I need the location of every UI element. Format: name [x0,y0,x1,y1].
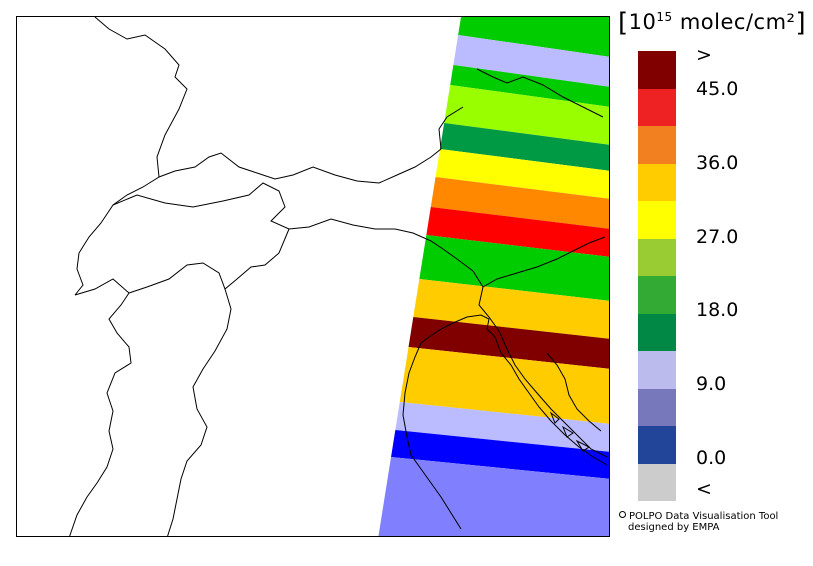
color-legend [638,51,676,501]
legend-swatch [638,238,676,276]
legend-swatch [638,126,676,164]
swath-band [435,149,609,199]
legend-tick-label: > [696,44,712,66]
legend-tick-label: 0.0 [696,447,727,469]
border-line [476,68,604,118]
swath-band [440,123,609,171]
swath-band [391,430,609,479]
legend-swatch [638,88,676,126]
swath-band [413,279,609,339]
coastline [546,352,602,432]
bracket-close: ] [795,8,807,38]
legend-tick-label: 9.0 [696,373,727,395]
legend-swatch [638,426,676,464]
island [549,411,560,424]
legend-tick-label: 18.0 [696,299,739,321]
swath-band [399,347,609,424]
swath-band [444,85,609,145]
bracket-open: [ [618,8,629,38]
swath-band [458,17,609,57]
legend-swatch [638,201,676,239]
credit-text: POLPO Data Visualisation Tool designed b… [619,511,778,533]
swath-band [378,457,609,536]
unit-base: 10 [628,10,657,34]
unit-exponent: 15 [656,10,673,24]
border-line [128,228,290,294]
coastline [402,342,462,530]
border-line [74,17,188,296]
legend-swatch [638,388,676,426]
border-line [158,106,464,184]
legend-unit-title: [1015 molec/cm²] [618,8,806,38]
unit-text: molec/cm² [672,10,796,34]
legend-tick-label: 36.0 [696,152,739,174]
swath-band [426,207,609,257]
map-canvas[interactable] [17,17,610,537]
map-frame[interactable] [16,16,610,537]
swath-band [395,402,609,452]
legend-swatch [638,313,676,351]
border-line [167,288,232,536]
legend-tick-label: 45.0 [696,78,739,100]
border-line [482,236,606,288]
island [561,425,574,438]
coastline [420,314,608,466]
credit-line-1: POLPO Data Visualisation Tool [629,511,779,522]
legend-swatch [638,351,676,389]
copyright-icon [619,511,626,518]
legend-tick-label: < [696,478,712,500]
island [575,439,590,452]
credit-line-2: designed by EMPA [628,522,720,533]
swath-band [453,35,609,87]
swath-band [419,235,609,301]
legend-swatch [638,276,676,314]
legend-swatch [638,51,676,89]
border-line [69,278,132,536]
border-line [456,258,608,458]
swath-band [430,177,609,229]
legend-swatch [638,463,676,501]
satellite-swath [378,17,609,536]
swath-band [408,317,609,369]
country-borders [69,17,608,536]
border-line [112,182,458,260]
legend-swatch [638,163,676,201]
legend-tick-label: 27.0 [696,226,739,248]
